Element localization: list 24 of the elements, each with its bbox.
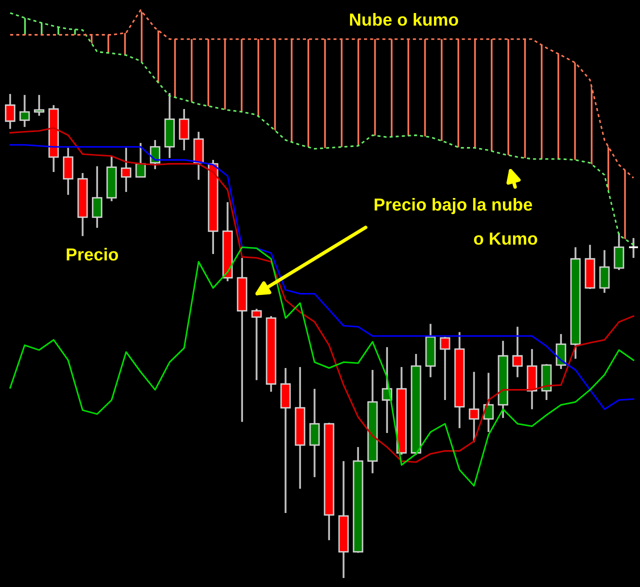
candlestick <box>150 139 160 170</box>
candlestick <box>135 142 146 178</box>
candlestick <box>193 130 204 181</box>
candlestick <box>309 388 320 478</box>
annotation: Precio <box>66 248 118 261</box>
candlestick <box>34 94 44 117</box>
candlestick <box>62 146 74 196</box>
candlestick <box>280 367 291 514</box>
candlestick <box>468 370 480 444</box>
candlestick <box>251 308 262 382</box>
candlestick <box>4 93 16 130</box>
candlestick <box>19 94 30 128</box>
annotation: o Kumo <box>474 232 538 245</box>
candlestick <box>599 249 610 294</box>
candlestick <box>512 326 523 378</box>
annotation: Precio bajo la nube <box>374 198 532 214</box>
candlestick <box>628 237 639 259</box>
candlestick <box>178 108 190 152</box>
candlestick <box>614 232 624 271</box>
candlestick <box>120 146 132 193</box>
candlestick <box>440 336 450 401</box>
candlestick <box>556 333 566 370</box>
text: Nube o kumo <box>350 13 458 26</box>
candlestick <box>92 165 102 229</box>
